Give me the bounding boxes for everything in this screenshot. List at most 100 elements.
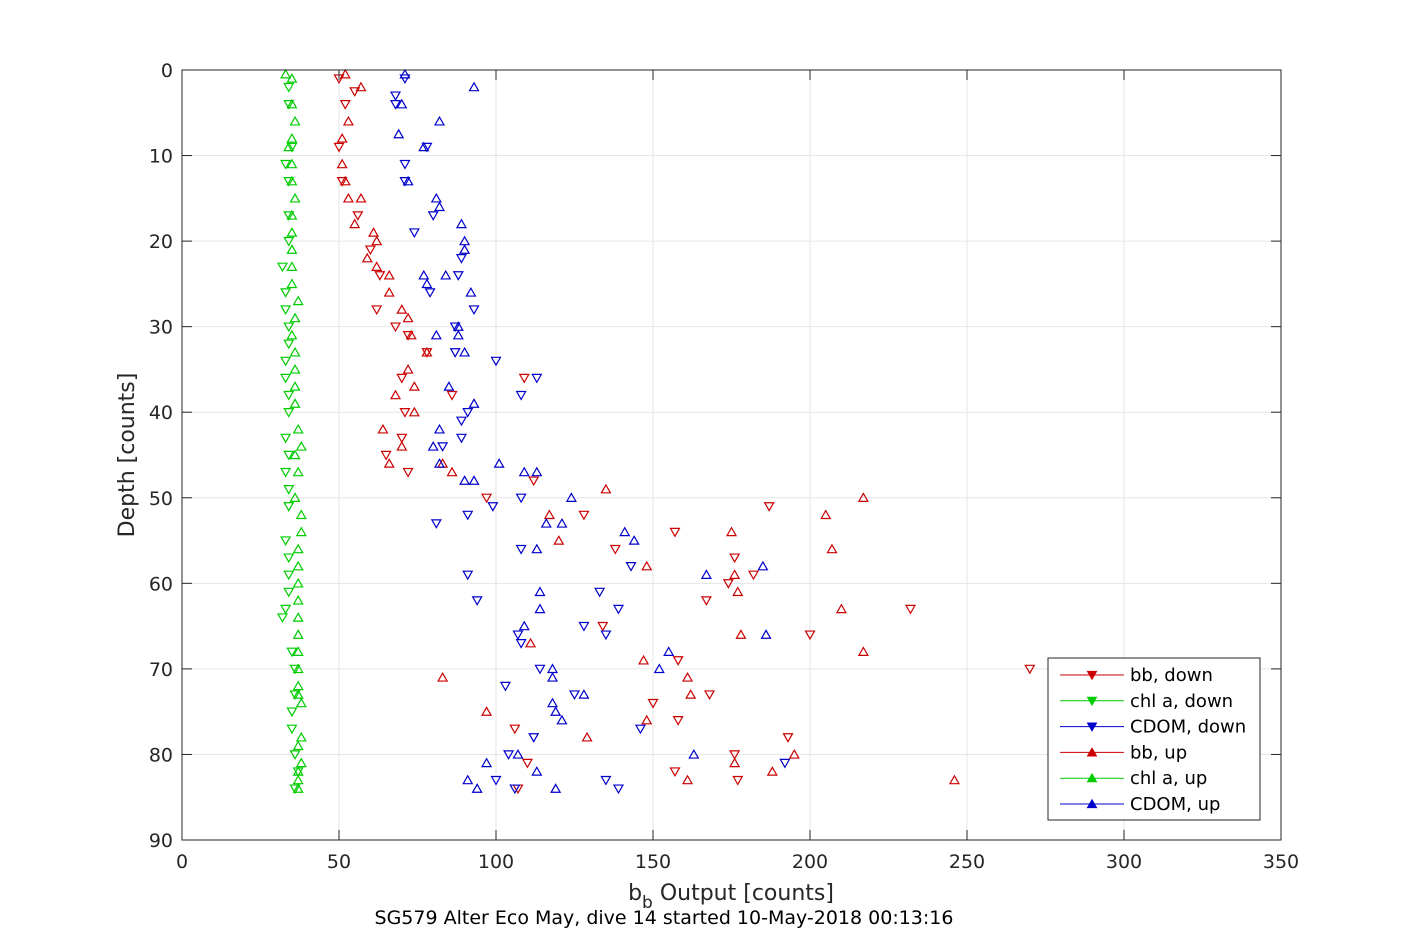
x-tick-label: 100: [478, 851, 514, 873]
data-point: [402, 331, 414, 341]
data-point: [490, 775, 502, 786]
data-point: [280, 288, 292, 298]
data-point: [361, 252, 373, 263]
x-axis-label-rest: Output [counts]: [653, 881, 834, 906]
x-tick-label: 300: [1106, 851, 1142, 873]
chart-caption: SG579 Alter Eco May, dive 14 started 10-…: [375, 907, 954, 929]
data-point: [339, 100, 351, 110]
data-point: [459, 475, 471, 485]
data-point: [578, 689, 590, 699]
data-point: [295, 509, 307, 520]
data-point: [286, 278, 298, 289]
data-point: [449, 348, 461, 358]
data-point: [295, 526, 307, 537]
data-point: [283, 587, 295, 598]
data-point: [729, 553, 741, 564]
data-point: [509, 724, 521, 735]
data-point: [276, 262, 289, 273]
data-point: [481, 757, 493, 768]
data-point: [349, 87, 361, 97]
data-point: [465, 286, 477, 297]
legend-label: chl a, down: [1130, 691, 1233, 712]
legend-box: [1047, 657, 1261, 821]
data-point: [804, 630, 816, 641]
data-point: [546, 671, 559, 682]
data-point: [468, 305, 480, 316]
data-point: [280, 536, 292, 547]
data-point: [700, 596, 712, 606]
data-point: [289, 346, 301, 357]
data-point: [408, 381, 420, 391]
data-point: [280, 68, 292, 79]
x-tick-label: 200: [792, 851, 828, 873]
data-point: [283, 141, 295, 152]
series-0: [333, 74, 1036, 795]
data-point: [703, 690, 716, 701]
data-point: [283, 236, 295, 247]
data-point: [286, 73, 298, 83]
data-point: [389, 389, 402, 400]
data-point: [462, 774, 474, 785]
data-point: [286, 261, 298, 271]
data-point: [763, 502, 775, 512]
data-point: [634, 724, 646, 735]
data-point: [509, 784, 521, 795]
data-point: [393, 128, 405, 139]
data-point: [609, 544, 621, 555]
data-point: [531, 373, 543, 384]
data-point: [437, 442, 449, 452]
data-point: [280, 373, 292, 384]
data-point: [1024, 664, 1036, 675]
data-point: [402, 467, 414, 478]
data-point: [578, 510, 590, 521]
data-point: [292, 594, 304, 605]
series-4: [280, 68, 307, 793]
data-point: [286, 175, 298, 186]
data-point: [449, 322, 461, 333]
data-point: [722, 579, 734, 589]
data-point: [948, 774, 960, 785]
data-point: [433, 201, 446, 212]
data-point: [471, 596, 483, 606]
data-point: [408, 406, 420, 417]
data-point: [521, 758, 533, 769]
data-point: [355, 81, 367, 92]
data-point: [433, 423, 446, 434]
data-point: [289, 449, 301, 460]
data-point: [289, 784, 301, 795]
x-axis-label: bb Output [counts]: [628, 881, 834, 913]
data-point: [283, 177, 295, 187]
data-point: [295, 697, 307, 708]
data-point: [336, 158, 348, 169]
data-point: [672, 716, 684, 726]
data-point: [531, 466, 543, 477]
data-point: [280, 467, 292, 478]
legend-label: chl a, up: [1130, 768, 1207, 789]
data-point: [499, 681, 511, 692]
data-point: [452, 329, 464, 340]
data-point: [515, 639, 527, 649]
data-point: [669, 527, 681, 538]
data-point: [286, 329, 298, 340]
data-points: [276, 68, 1036, 795]
data-point: [512, 748, 524, 759]
data-point: [820, 509, 832, 520]
data-point: [292, 423, 304, 434]
data-point: [600, 483, 612, 494]
data-point: [339, 175, 351, 186]
data-point: [286, 132, 298, 143]
data-point: [455, 433, 467, 444]
legend-label: CDOM, up: [1130, 794, 1220, 815]
data-point: [732, 775, 744, 786]
series-3: [336, 68, 960, 785]
data-point: [688, 748, 700, 759]
data-point: [389, 91, 402, 102]
data-point: [468, 81, 480, 92]
data-point: [289, 381, 301, 391]
data-point: [543, 509, 555, 520]
legend-marker: [1086, 696, 1098, 707]
data-point: [540, 517, 552, 528]
axis-ticks: 0 50 100 150 200 250 300 350 0 10 20 30 40 50 60 70 80 90: [149, 60, 1299, 873]
data-point: [682, 671, 694, 682]
y-tick-label: 10: [149, 146, 173, 168]
